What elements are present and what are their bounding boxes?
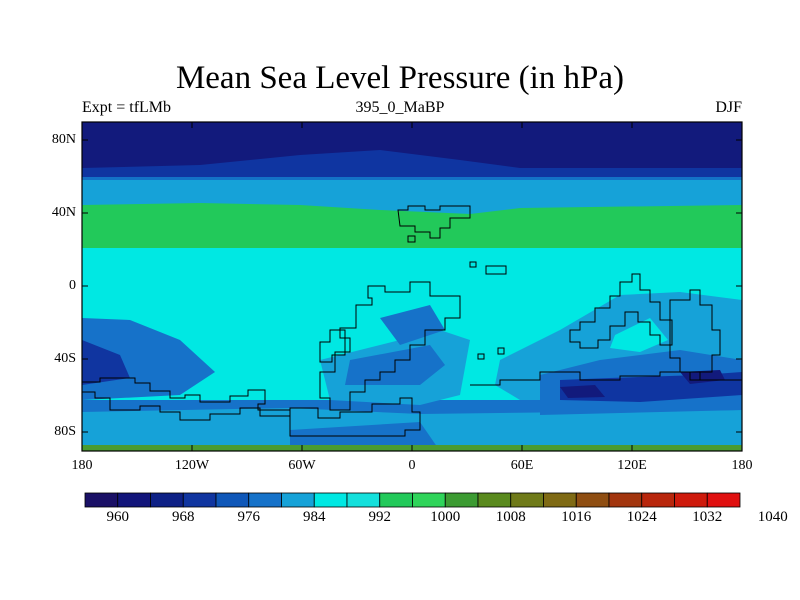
coast-india-asia — [569, 273, 673, 349]
colorbar-label: 968 — [172, 509, 195, 525]
colorbar-swatch — [510, 492, 544, 508]
coast-dots — [469, 261, 507, 360]
colorbar-swatch — [477, 492, 512, 508]
colorbar — [84, 492, 741, 508]
colorbar-swatch — [543, 492, 577, 508]
colorbar-swatch — [215, 492, 250, 508]
colorbar-label: 1008 — [495, 509, 526, 525]
axis-ticks — [82, 122, 742, 451]
lat-label-80n: 80N — [51, 132, 76, 147]
time-label: 395_0_MaBP — [355, 99, 445, 116]
field-north-core — [82, 122, 742, 168]
lon-label-0: 0 — [408, 458, 416, 473]
coast-weddell — [289, 397, 421, 437]
colorbar-swatch — [674, 492, 708, 508]
colorbar-swatch — [313, 492, 348, 508]
colorbar-swatch — [150, 492, 184, 508]
colorbar-swatch — [379, 492, 413, 508]
colorbar-label: 976 — [237, 509, 261, 525]
colorbar-swatch — [412, 492, 446, 508]
lat-label-40s: 40S — [54, 351, 76, 366]
colorbar-label: 984 — [303, 509, 326, 525]
colorbar-swatch — [117, 492, 151, 508]
lon-label-180w: 180 — [71, 458, 93, 473]
lon-label-120e: 120E — [617, 458, 647, 473]
coastlines — [81, 205, 742, 437]
coast-east-antarctica — [470, 371, 742, 386]
field-40n-edge — [82, 195, 742, 214]
lat-label-0: 0 — [69, 278, 76, 293]
lat-label-80s: 80S — [54, 424, 76, 439]
field-australia-high — [610, 318, 668, 352]
colorbar-swatch — [641, 492, 675, 508]
colorbar-swatch — [608, 492, 643, 508]
colorbar-label: 992 — [368, 509, 392, 525]
colorbar-label: 1032 — [692, 509, 723, 525]
colorbar-swatch — [248, 492, 282, 508]
experiment-label: Expt = tfLMb — [82, 99, 172, 116]
coast-south-america — [319, 329, 346, 363]
colorbar-label: 1000 — [430, 509, 461, 525]
colorbar-label: 960 — [106, 509, 130, 525]
colorbar-swatch — [84, 492, 119, 508]
colorbar-swatch — [346, 492, 381, 508]
coast-africa — [319, 281, 461, 411]
coast-small-isle — [407, 235, 416, 243]
map-field — [82, 122, 742, 451]
colorbar-label: 1040 — [757, 509, 788, 525]
season-label: DJF — [715, 99, 742, 116]
field-africa-low — [380, 305, 445, 345]
colorbar-swatch — [706, 492, 741, 508]
lon-label-180e: 180 — [731, 458, 753, 473]
lon-label-120w: 120W — [174, 458, 210, 473]
lat-label-40n: 40N — [51, 205, 76, 220]
lon-label-60e: 60E — [510, 458, 534, 473]
coast-north-island — [397, 205, 471, 239]
colorbar-label: 1016 — [561, 509, 592, 525]
colorbar-swatch — [444, 492, 479, 508]
field-south-west-core — [82, 340, 130, 385]
colorbar-label: 1024 — [626, 509, 657, 525]
field-indian-low-center — [560, 385, 605, 398]
colorbar-swatch — [281, 492, 315, 508]
colorbar-swatch — [575, 492, 610, 508]
lon-label-60w: 60W — [288, 458, 316, 473]
colorbar-swatch — [182, 492, 217, 508]
coast-antarctica-peninsula — [81, 377, 291, 421]
map-title: Mean Sea Level Pressure (in hPa) — [175, 60, 625, 96]
